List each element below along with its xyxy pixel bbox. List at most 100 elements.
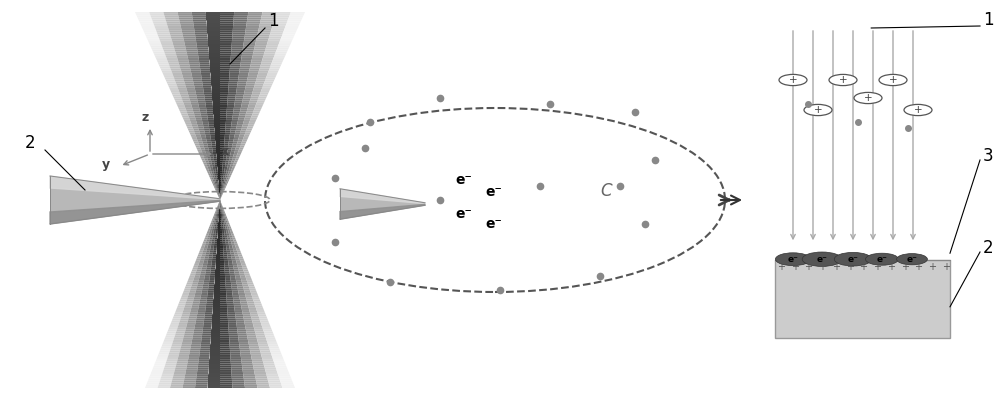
- Polygon shape: [217, 187, 218, 189]
- Polygon shape: [217, 157, 220, 159]
- Polygon shape: [252, 91, 261, 93]
- Polygon shape: [170, 66, 180, 68]
- Polygon shape: [228, 326, 237, 328]
- Polygon shape: [210, 136, 215, 138]
- Polygon shape: [186, 283, 193, 285]
- Polygon shape: [238, 292, 245, 294]
- Polygon shape: [177, 328, 186, 330]
- Polygon shape: [224, 187, 226, 189]
- Polygon shape: [178, 356, 189, 358]
- Polygon shape: [159, 65, 170, 66]
- Polygon shape: [249, 345, 259, 347]
- Polygon shape: [280, 380, 293, 382]
- Polygon shape: [236, 318, 244, 320]
- Polygon shape: [256, 78, 266, 80]
- Polygon shape: [178, 59, 189, 61]
- Polygon shape: [228, 172, 231, 174]
- Polygon shape: [205, 102, 213, 104]
- Polygon shape: [214, 285, 220, 286]
- Polygon shape: [241, 61, 251, 63]
- Polygon shape: [220, 326, 229, 328]
- Polygon shape: [203, 123, 209, 125]
- Polygon shape: [200, 273, 205, 275]
- Polygon shape: [194, 132, 200, 134]
- Polygon shape: [220, 352, 230, 354]
- Polygon shape: [209, 57, 220, 59]
- Polygon shape: [184, 288, 191, 290]
- Polygon shape: [215, 240, 217, 241]
- Polygon shape: [202, 243, 206, 245]
- Polygon shape: [208, 290, 214, 292]
- Polygon shape: [230, 251, 234, 253]
- Polygon shape: [153, 366, 165, 367]
- Polygon shape: [181, 114, 188, 116]
- Polygon shape: [207, 29, 220, 31]
- Polygon shape: [233, 162, 237, 164]
- Polygon shape: [173, 377, 185, 378]
- Polygon shape: [239, 258, 244, 260]
- Polygon shape: [225, 270, 229, 272]
- Polygon shape: [187, 362, 198, 364]
- Polygon shape: [178, 89, 187, 91]
- Polygon shape: [182, 339, 192, 341]
- Polygon shape: [233, 266, 238, 268]
- Polygon shape: [158, 354, 169, 356]
- Polygon shape: [217, 185, 218, 187]
- Polygon shape: [233, 21, 247, 23]
- Polygon shape: [194, 275, 200, 277]
- Polygon shape: [225, 132, 230, 134]
- Polygon shape: [211, 328, 220, 330]
- Polygon shape: [223, 247, 226, 249]
- Polygon shape: [253, 324, 262, 326]
- Polygon shape: [196, 380, 208, 382]
- Polygon shape: [200, 65, 210, 66]
- Polygon shape: [240, 108, 248, 110]
- Polygon shape: [220, 68, 230, 70]
- Polygon shape: [215, 238, 218, 240]
- Polygon shape: [260, 23, 273, 25]
- Polygon shape: [209, 170, 212, 172]
- Polygon shape: [220, 249, 223, 251]
- Polygon shape: [202, 82, 211, 84]
- Polygon shape: [220, 149, 224, 151]
- Polygon shape: [244, 40, 256, 42]
- Polygon shape: [201, 149, 205, 151]
- Polygon shape: [215, 213, 216, 215]
- Polygon shape: [194, 330, 203, 332]
- Polygon shape: [220, 360, 231, 362]
- Polygon shape: [194, 84, 203, 85]
- Polygon shape: [178, 16, 193, 18]
- Polygon shape: [261, 354, 272, 356]
- Polygon shape: [238, 332, 247, 334]
- Polygon shape: [208, 38, 220, 40]
- Polygon shape: [206, 140, 211, 142]
- Polygon shape: [252, 57, 263, 59]
- Polygon shape: [230, 354, 241, 356]
- Polygon shape: [176, 102, 184, 104]
- Polygon shape: [236, 316, 244, 318]
- Polygon shape: [198, 279, 204, 281]
- Polygon shape: [220, 112, 227, 114]
- Polygon shape: [227, 236, 230, 238]
- Polygon shape: [221, 221, 223, 222]
- Polygon shape: [224, 266, 229, 268]
- Polygon shape: [189, 61, 199, 63]
- Polygon shape: [233, 112, 240, 114]
- Polygon shape: [251, 354, 262, 356]
- Polygon shape: [206, 104, 213, 106]
- Polygon shape: [182, 341, 192, 343]
- Polygon shape: [220, 219, 221, 221]
- Polygon shape: [231, 168, 234, 170]
- Polygon shape: [216, 226, 218, 228]
- Polygon shape: [225, 130, 230, 132]
- Polygon shape: [160, 42, 173, 44]
- Polygon shape: [198, 55, 209, 57]
- Polygon shape: [156, 31, 170, 33]
- Polygon shape: [156, 358, 168, 360]
- Polygon shape: [196, 42, 208, 44]
- Text: e⁻: e⁻: [455, 173, 472, 187]
- Polygon shape: [206, 303, 213, 305]
- Polygon shape: [171, 382, 184, 384]
- Polygon shape: [185, 46, 197, 48]
- Polygon shape: [220, 142, 224, 144]
